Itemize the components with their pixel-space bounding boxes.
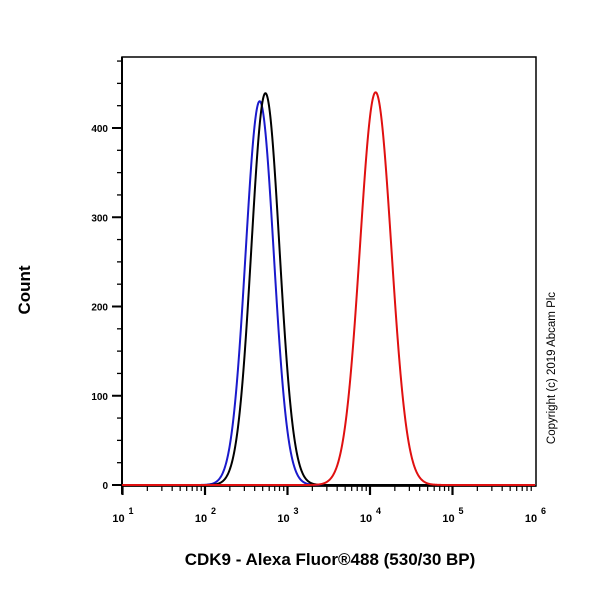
x-axis-label: CDK9 - Alexa Fluor®488 (530/30 BP) [184,550,476,569]
copyright-text: Copyright (c) 2019 Abcam Plc [546,291,558,444]
histogram-curve [121,92,536,486]
svg-text:5: 5 [459,506,464,516]
copyright-notice: Copyright (c) 2019 Abcam Plc [540,240,564,495]
svg-text:10: 10 [360,513,372,525]
x-tick-label: 10 4 [360,506,381,525]
svg-text:2: 2 [211,506,216,516]
y-axis-label-text: Count [15,265,34,315]
svg-text:4: 4 [376,506,381,516]
x-tick-label: 10 2 [195,506,216,525]
histogram-curve [121,91,536,486]
x-tick-label: 10 3 [277,506,298,525]
y-tick-label: 400 [91,124,108,135]
histogram-curve [121,100,536,486]
svg-text:10: 10 [195,513,207,525]
svg-text:6: 6 [541,506,546,516]
y-tick-label: 200 [91,303,108,314]
y-axis-label: Count [10,240,40,340]
plot-frame [121,56,537,487]
y-tick-label: 300 [91,213,108,224]
x-tick-label: 10 6 [525,506,546,525]
x-tick-label: 10 5 [442,506,463,525]
svg-text:10: 10 [525,513,537,525]
svg-text:3: 3 [294,506,299,516]
plot-axes [112,56,537,495]
y-tick-label: 100 [91,392,108,403]
tick-labels: 0 100 200 300 400 10 1 10 2 10 3 10 4 10 5 10 6 [91,124,546,525]
svg-text:10: 10 [277,513,289,525]
svg-text:10: 10 [442,513,454,525]
svg-text:10: 10 [112,513,124,525]
y-tick-label: 0 [102,481,108,492]
x-tick-label: 10 1 [112,506,133,525]
svg-text:1: 1 [129,506,134,516]
histogram-curves [121,91,536,486]
